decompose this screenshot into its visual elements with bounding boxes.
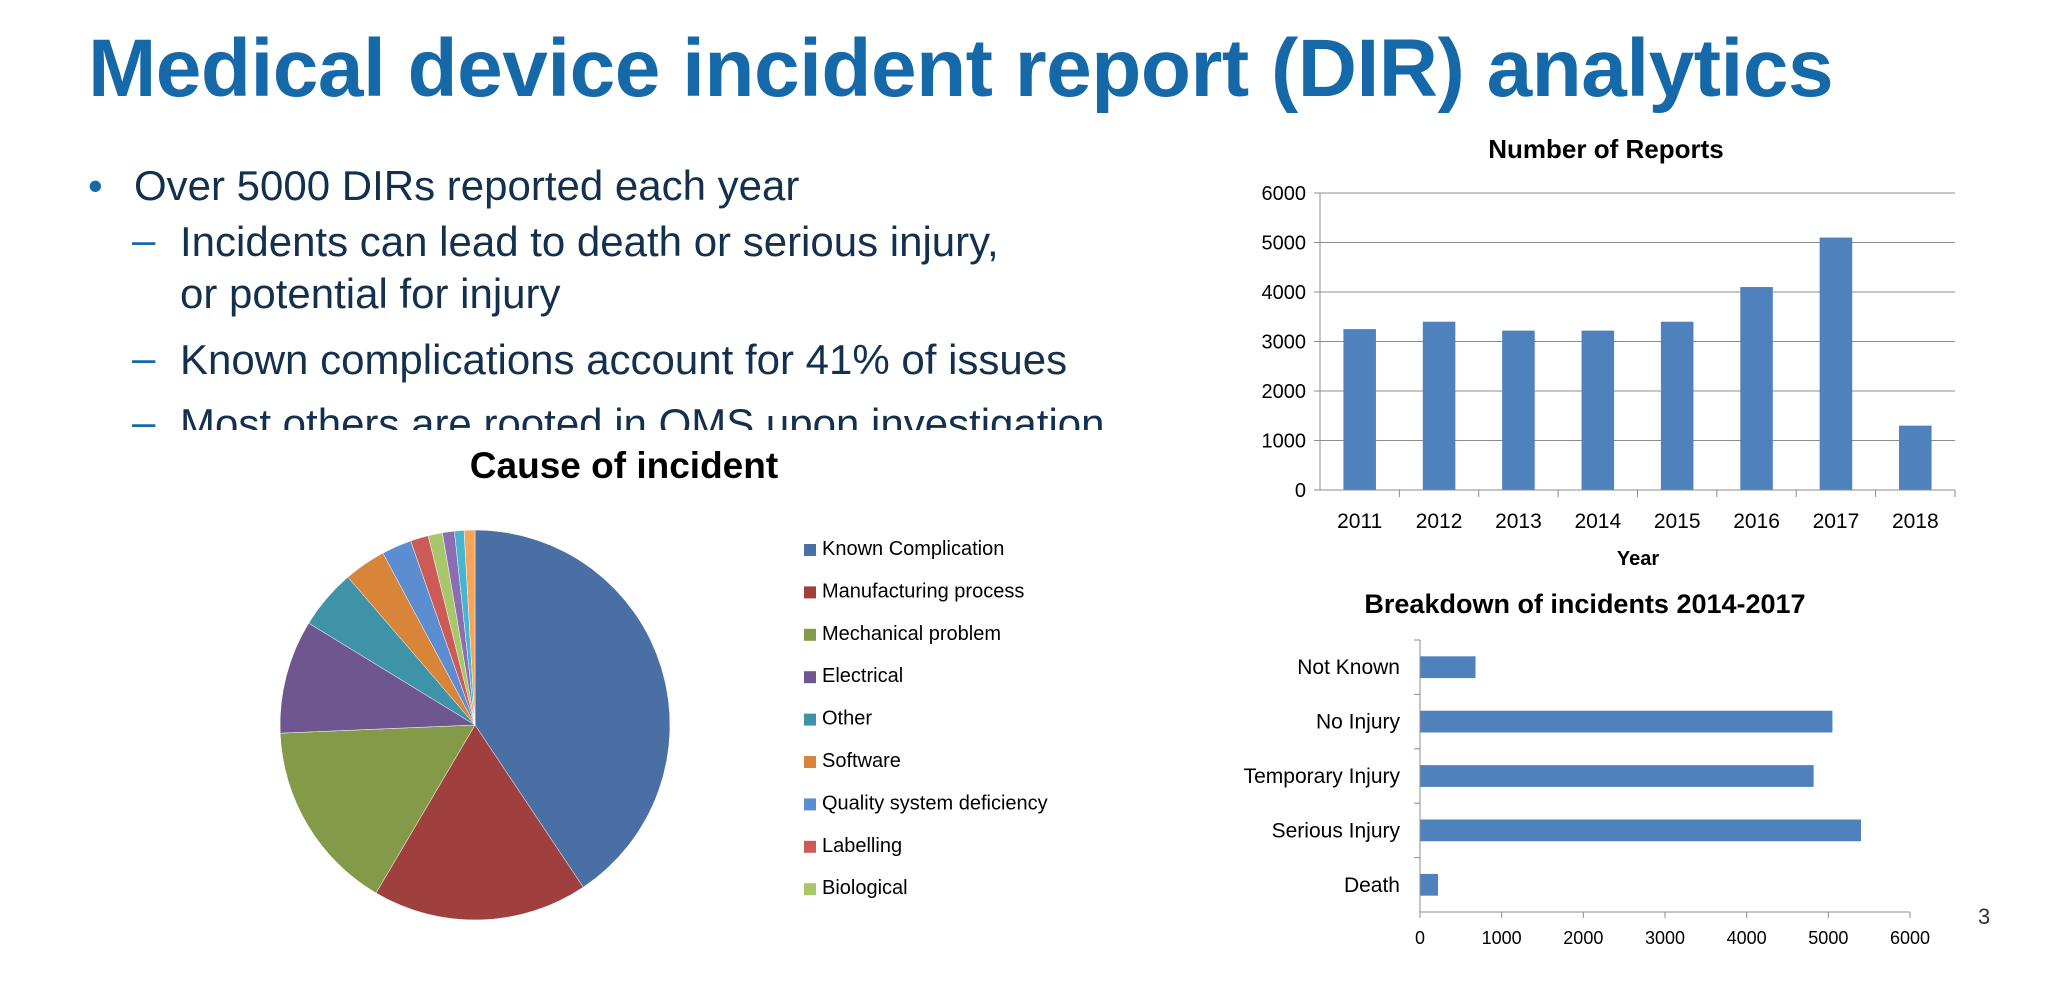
- bar-chart-bars: [1343, 237, 1932, 490]
- bar-chart-xlabel: Year: [1617, 548, 1659, 570]
- pie-slices: [279, 529, 671, 921]
- hbar-chart-axes: 0 1000 2000 3000 4000 5000 6000 Not Known No Inj…: [1244, 639, 1930, 948]
- bar-2011: [1343, 329, 1376, 490]
- x-tick-label: 3000: [1645, 928, 1685, 948]
- legend-label: Electrical: [822, 665, 903, 687]
- legend-label: Known Complication: [822, 538, 1004, 560]
- y-tick-label: 3000: [1262, 332, 1307, 354]
- x-tick-label: 6000: [1890, 928, 1930, 948]
- y-tick-label: Serious Injury: [1272, 819, 1401, 842]
- sub-bullet-2-text: Known complications account for 41% of i…: [180, 336, 1068, 383]
- bullet-dot-icon: •: [88, 162, 103, 209]
- bar-chart-grid: [1320, 192, 1955, 441]
- sub-bullet-3-text: Most others are rooted in QMS upon inves…: [180, 400, 1105, 430]
- pie-legend: Known Complication Manufacturing process M…: [804, 538, 1048, 899]
- bullet-main-text: Over 5000 DIRs reported each year: [134, 162, 800, 209]
- legend-swatch: [804, 713, 816, 726]
- pie-chart: Cause of incident Known Complication Manu…: [110, 430, 1120, 975]
- sub-bullet-1-text: Incidents can lead to death or serious i…: [180, 218, 999, 317]
- pie-slice-manufacturing-process: [375, 724, 584, 921]
- x-tick-label: 2018: [1892, 510, 1939, 533]
- y-tick-label: No Injury: [1316, 711, 1401, 734]
- y-tick-label: 4000: [1262, 282, 1307, 304]
- legend-swatch: [804, 756, 816, 768]
- y-tick-label: 0: [1295, 480, 1306, 502]
- pie-slice-unlabeled-11: [463, 529, 476, 726]
- x-tick-label: 0: [1415, 928, 1425, 948]
- hbar-no-injury: [1420, 710, 1833, 733]
- legend-swatch: [804, 544, 816, 556]
- y-tick-label: Death: [1344, 874, 1400, 897]
- bar-2017: [1819, 237, 1853, 490]
- x-tick-label: 2012: [1416, 510, 1463, 533]
- y-tick-label: Not Known: [1297, 656, 1400, 679]
- bar-chart-axes: 0 1000 2000 3000 4000 5000 6000 2011 2012 2013 201…: [1262, 183, 1956, 533]
- dash-icon: –: [132, 216, 156, 263]
- y-tick-label: Temporary Injury: [1244, 765, 1401, 788]
- bullet-list: • Over 5000 DIRs reported each year – In…: [80, 150, 1180, 430]
- breakdown-bar-chart: Breakdown of incidents 2014-2017 0 1000 20…: [1244, 589, 1930, 948]
- hbar-death: [1420, 873, 1438, 896]
- legend-swatch: [804, 628, 816, 641]
- x-tick-label: 4000: [1727, 928, 1767, 948]
- bar-2014: [1581, 330, 1615, 490]
- dash-icon: –: [132, 398, 156, 430]
- x-tick-label: 2014: [1574, 510, 1621, 533]
- legend-label: Quality system deficiency: [822, 792, 1048, 814]
- x-tick-label: 2017: [1813, 510, 1860, 533]
- legend-label: Other: [822, 708, 872, 730]
- y-tick-label: 5000: [1262, 233, 1307, 255]
- slide-title: Medical device incident report (DIR) ana…: [88, 23, 1834, 114]
- hbar-temporary-injury: [1420, 765, 1814, 787]
- bar-2013: [1502, 330, 1535, 490]
- x-tick-label: 2013: [1495, 510, 1542, 533]
- legend-label: Software: [822, 750, 901, 772]
- legend-swatch: [804, 883, 816, 896]
- x-tick-label: 2015: [1654, 510, 1701, 533]
- x-tick-label: 2011: [1337, 510, 1382, 533]
- legend-label: Labelling: [822, 835, 902, 857]
- legend-label: Biological: [822, 877, 908, 899]
- bar-2012: [1422, 321, 1456, 490]
- pie-chart-title: Cause of incident: [470, 445, 778, 486]
- hbar-serious-injury: [1420, 819, 1861, 842]
- x-tick-label: 1000: [1482, 928, 1522, 948]
- page-number: 3: [1978, 904, 1991, 929]
- legend-label: Mechanical problem: [822, 623, 1001, 645]
- pie-slice-mechanical-problem: [279, 724, 476, 894]
- legend-swatch: [804, 671, 816, 684]
- dash-icon: –: [132, 334, 156, 381]
- legend-label: Manufacturing process: [822, 580, 1024, 602]
- reports-bar-chart: Number of Reports 0 1000 2000 3000 4000 5000 6…: [1262, 134, 1956, 570]
- bar-chart-title: Number of Reports: [1488, 134, 1723, 164]
- hbar-not-known: [1420, 656, 1476, 679]
- bar-2018: [1899, 425, 1932, 490]
- legend-swatch: [804, 840, 816, 853]
- y-tick-label: 6000: [1262, 183, 1307, 205]
- bar-2016: [1740, 287, 1773, 490]
- x-tick-label: 5000: [1808, 928, 1848, 948]
- x-tick-label: 2016: [1733, 510, 1780, 533]
- x-tick-label: 2000: [1563, 928, 1603, 948]
- legend-swatch: [804, 798, 816, 811]
- y-tick-label: 1000: [1262, 431, 1307, 453]
- hbar-chart-title: Breakdown of incidents 2014-2017: [1364, 589, 1805, 619]
- hbar-chart-bars: [1420, 656, 1861, 896]
- pie-slice-electrical: [279, 622, 476, 734]
- bar-2015: [1660, 321, 1694, 490]
- legend-swatch: [804, 586, 816, 599]
- y-tick-label: 2000: [1262, 381, 1307, 403]
